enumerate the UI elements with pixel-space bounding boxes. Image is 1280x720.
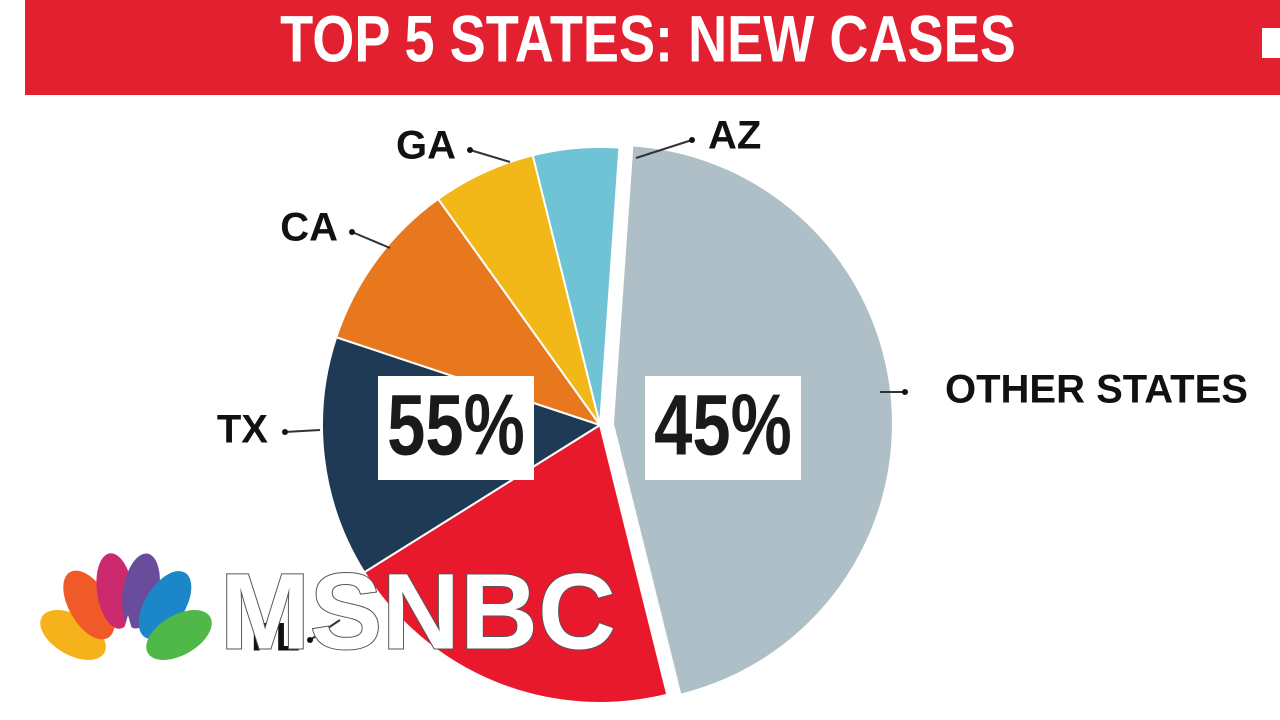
leader-line (469, 149, 511, 163)
leader-dot (349, 229, 355, 235)
watermark: MSNBC (220, 551, 616, 672)
msnbc-logo: MSNBC (40, 550, 617, 673)
chart-title: TOP 5 STATES: NEW CASES (280, 1, 1016, 75)
leader-line (284, 429, 321, 433)
pie-slice (362, 423, 669, 704)
percent-label: 45% (654, 377, 792, 473)
slice-label: GA (396, 124, 456, 168)
leader-dot (307, 637, 313, 643)
leader-line (309, 619, 341, 641)
slice-label: OTHER STATES (945, 368, 1248, 412)
leader-line (635, 139, 693, 159)
slice-label: TX (217, 408, 268, 452)
peacock (40, 553, 212, 661)
leader-line (351, 231, 391, 249)
slice-label: CA (280, 206, 338, 250)
slice-label: FL (251, 616, 300, 660)
leader-dot (282, 429, 288, 435)
pie-slice (531, 146, 621, 426)
percent-label: 55% (387, 377, 525, 473)
title-banner (25, 0, 1280, 95)
leader-dot (689, 137, 695, 143)
labels: OTHER STATES FL TX CA GA AZ 45% 55% (217, 114, 1248, 660)
leader-dot (902, 389, 908, 395)
percent-box (645, 376, 801, 480)
leader-dot (467, 147, 473, 153)
percent-box (378, 376, 534, 480)
pie-slice (334, 197, 603, 427)
banner-mark (1262, 28, 1280, 58)
slice-label: AZ (708, 114, 761, 158)
